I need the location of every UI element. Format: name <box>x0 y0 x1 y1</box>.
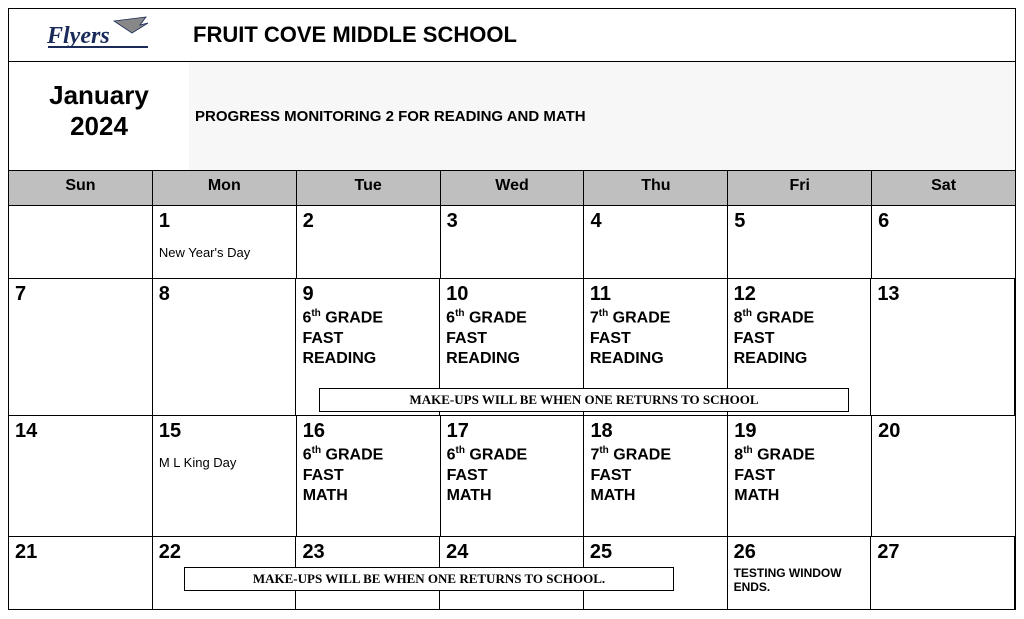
day-cell: 166th GRADEFASTMATH <box>297 416 441 536</box>
day-cell: 14 <box>9 416 153 536</box>
logo-cell: Flyers <box>9 9 189 61</box>
month-name: January <box>15 80 183 111</box>
day-event: 7th GRADEFASTMATH <box>590 445 721 505</box>
day-cell: 7 <box>9 279 153 415</box>
year: 2024 <box>15 111 183 142</box>
weekday-label: Mon <box>153 171 297 205</box>
day-number: 15 <box>159 420 290 443</box>
day-cell: 6 <box>872 206 1015 278</box>
day-number: 19 <box>734 420 865 443</box>
subtitle-text: PROGRESS MONITORING 2 FOR READING AND MA… <box>189 62 1015 170</box>
day-number: 20 <box>878 420 1009 443</box>
day-event: 6th GRADEFASTREADING <box>302 308 433 368</box>
day-end-note: TESTING WINDOW ENDS. <box>734 566 865 594</box>
day-number: 23 <box>302 541 433 564</box>
day-number: 17 <box>447 420 578 443</box>
week-row: 1 New Year's Day 23456 <box>9 206 1015 279</box>
day-cell: 8 <box>153 279 297 415</box>
day-number: 12 <box>734 283 865 306</box>
day-cell: 2 <box>297 206 441 278</box>
day-number: 2 <box>303 210 434 233</box>
subtitle-row: January 2024 PROGRESS MONITORING 2 FOR R… <box>9 62 1015 171</box>
day-cell: 1 New Year's Day <box>153 206 297 278</box>
weekday-label: Sun <box>9 171 153 205</box>
day-number: 16 <box>303 420 434 443</box>
day-note: M L King Day <box>159 455 290 470</box>
day-number: 10 <box>446 283 577 306</box>
svg-text:Flyers: Flyers <box>46 23 110 49</box>
weekday-label: Sat <box>872 171 1015 205</box>
day-event: 8th GRADEFASTREADING <box>734 308 865 368</box>
week-row: 1415M L King Day166th GRADEFASTMATH176th… <box>9 416 1015 537</box>
day-cell: 21 <box>9 537 153 609</box>
weekday-label: Thu <box>584 171 728 205</box>
makeup-overlay: MAKE-UPS WILL BE WHEN ONE RETURNS TO SCH… <box>319 388 849 412</box>
day-number: 14 <box>15 420 146 443</box>
day-event: 8th GRADEFASTMATH <box>734 445 865 505</box>
day-cell <box>9 206 153 278</box>
weekday-header: SunMonTueWedThuFriSat <box>9 171 1015 206</box>
day-event: 7th GRADEFASTREADING <box>590 308 721 368</box>
day-cell: 176th GRADEFASTMATH <box>441 416 585 536</box>
day-number: 11 <box>590 283 721 306</box>
calendar: Flyers FRUIT COVE MIDDLE SCHOOL January … <box>8 8 1016 610</box>
day-number: 7 <box>15 283 146 306</box>
day-event: 6th GRADEFASTMATH <box>303 445 434 505</box>
day-cell: 3 <box>441 206 585 278</box>
day-number: 8 <box>159 283 290 306</box>
day-number: 6 <box>878 210 1009 233</box>
week-row: 212223242526TESTING WINDOW ENDS.27MAKE-U… <box>9 537 1015 609</box>
day-cell: 13 <box>871 279 1015 415</box>
day-note: New Year's Day <box>159 245 290 260</box>
weekday-label: Fri <box>728 171 872 205</box>
day-number: 13 <box>877 283 1008 306</box>
day-number: 24 <box>446 541 577 564</box>
day-event: 6th GRADEFASTMATH <box>447 445 578 505</box>
header-row: Flyers FRUIT COVE MIDDLE SCHOOL <box>9 9 1015 62</box>
day-number: 5 <box>734 210 865 233</box>
day-cell: 15 M L King Day <box>153 416 297 536</box>
weekday-label: Tue <box>297 171 441 205</box>
day-number: 18 <box>590 420 721 443</box>
day-number: 1 <box>159 210 290 233</box>
day-number: 27 <box>877 541 1008 564</box>
flyers-logo-icon: Flyers <box>44 15 154 55</box>
day-number: 22 <box>159 541 290 564</box>
day-cell: 26TESTING WINDOW ENDS. <box>728 537 872 609</box>
day-event: 6th GRADEFASTREADING <box>446 308 577 368</box>
day-number: 26 <box>734 541 865 564</box>
school-name: FRUIT COVE MIDDLE SCHOOL <box>189 9 1015 61</box>
day-number: 9 <box>302 283 433 306</box>
day-number: 4 <box>590 210 721 233</box>
day-number: 25 <box>590 541 721 564</box>
weekday-label: Wed <box>441 171 585 205</box>
day-cell: 20 <box>872 416 1015 536</box>
day-number: 21 <box>15 541 146 564</box>
day-number: 3 <box>447 210 578 233</box>
makeup-overlay: MAKE-UPS WILL BE WHEN ONE RETURNS TO SCH… <box>184 567 674 591</box>
day-cell: 187th GRADEFASTMATH <box>584 416 728 536</box>
month-year: January 2024 <box>9 62 189 170</box>
day-cell: 198th GRADEFASTMATH <box>728 416 872 536</box>
day-cell: 5 <box>728 206 872 278</box>
day-cell: 27 <box>871 537 1015 609</box>
weeks-grid: 1New Year's Day234567896th GRADEFASTREAD… <box>9 206 1015 609</box>
day-cell: 4 <box>584 206 728 278</box>
week-row: 7896th GRADEFASTREADING106th GRADEFASTRE… <box>9 279 1015 416</box>
